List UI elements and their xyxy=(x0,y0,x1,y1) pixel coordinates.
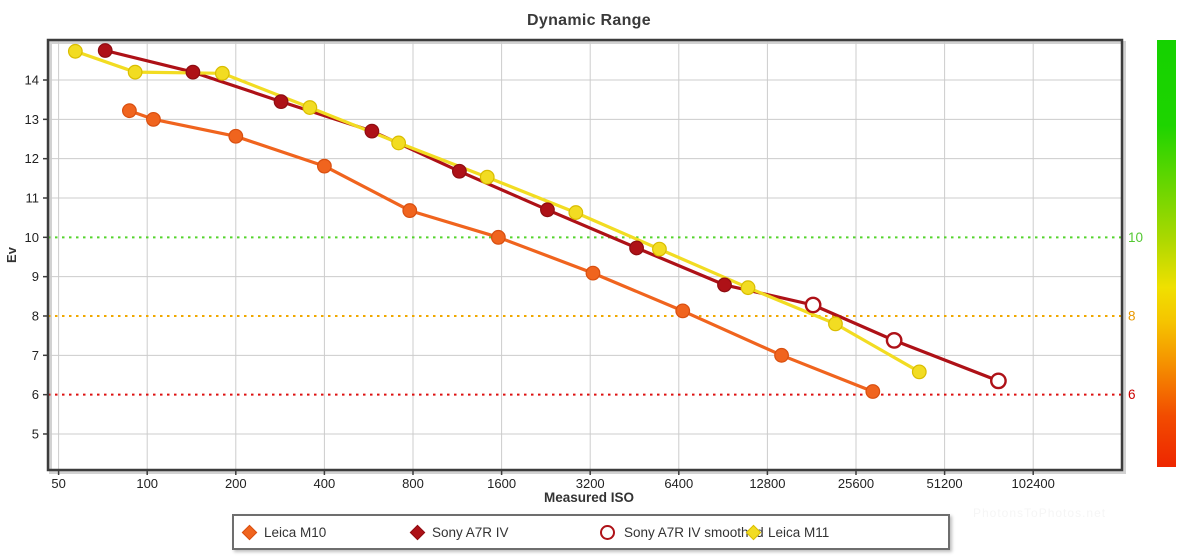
data-point xyxy=(585,265,601,281)
data-point xyxy=(273,94,289,110)
data-point xyxy=(911,364,927,380)
x-tick-label: 1600 xyxy=(487,476,516,491)
data-point xyxy=(364,123,380,139)
y-tick-label: 10 xyxy=(25,230,39,245)
legend-label: Sony A7R IV xyxy=(432,524,509,540)
x-tick-label: 51200 xyxy=(927,476,963,491)
data-point xyxy=(451,163,467,179)
y-tick-label: 7 xyxy=(32,348,39,363)
data-point xyxy=(127,64,143,80)
series-line-3 xyxy=(73,49,921,374)
data-point xyxy=(228,128,244,144)
legend-item-leica-m10[interactable]: Leica M10 xyxy=(241,516,327,548)
y-tick-label: 13 xyxy=(25,112,39,127)
legend-label: Leica M11 xyxy=(768,524,830,540)
x-tick-label: 102400 xyxy=(1012,476,1055,491)
y-tick-label: 8 xyxy=(32,308,39,323)
plot-border-shadow xyxy=(49,41,1126,474)
y-tick-label: 6 xyxy=(32,387,39,402)
data-point xyxy=(774,347,789,363)
x-tick-label: 200 xyxy=(225,476,247,491)
series-line-2 xyxy=(722,283,1000,383)
y-tick-label: 5 xyxy=(32,426,39,441)
legend-item-leica-m11[interactable]: Leica M11 xyxy=(745,516,830,548)
data-point xyxy=(146,111,161,127)
data-point xyxy=(865,384,881,399)
data-point xyxy=(568,205,584,220)
sony-a7r-iv-smoothed-marker-icon xyxy=(600,524,615,540)
data-point xyxy=(97,43,113,58)
data-point xyxy=(121,103,137,119)
y-tick-label: 9 xyxy=(32,269,39,284)
data-point xyxy=(885,331,903,349)
data-point xyxy=(185,64,201,80)
data-point xyxy=(675,303,691,319)
series-line-0 xyxy=(127,109,875,394)
legend-item-sony-a7r-iv-smoothed[interactable]: Sony A7R IV smoothed xyxy=(600,516,764,548)
y-tick-label: 11 xyxy=(26,191,40,206)
legend-label: Leica M10 xyxy=(264,524,327,540)
data-point xyxy=(629,240,644,256)
data-point xyxy=(479,169,495,185)
reference-label-ev8: 8 xyxy=(1128,308,1136,323)
watermark: PhotonsToPhotos.net xyxy=(973,506,1107,520)
data-point xyxy=(740,280,756,296)
legend-label: Sony A7R IV smoothed xyxy=(624,524,764,540)
ev-colorbar xyxy=(1157,40,1176,467)
x-tick-label: 12800 xyxy=(749,476,785,491)
reference-label-ev10: 10 xyxy=(1128,230,1143,245)
reference-label-ev6: 6 xyxy=(1128,387,1136,402)
x-tick-label: 800 xyxy=(402,476,424,491)
data-point xyxy=(540,202,555,218)
data-point xyxy=(490,229,506,245)
leica-m10-marker-icon xyxy=(241,524,258,540)
data-point xyxy=(317,158,332,174)
data-point xyxy=(828,316,843,332)
x-tick-label: 6400 xyxy=(664,476,693,491)
data-point xyxy=(67,43,83,59)
data-point xyxy=(302,100,318,115)
chart-title: Dynamic Range xyxy=(527,12,651,29)
x-tick-label: 25600 xyxy=(838,476,874,491)
sony-a7r-iv-marker-icon xyxy=(409,524,426,540)
data-point xyxy=(990,372,1007,390)
legend: Leica M10 Sony A7R IV Sony A7R IV smooth… xyxy=(232,514,950,550)
legend-item-sony-a7r-iv[interactable]: Sony A7R IV xyxy=(409,516,509,548)
y-tick-label: 12 xyxy=(25,151,39,166)
data-point xyxy=(717,277,732,293)
x-tick-label: 3200 xyxy=(576,476,605,491)
x-axis-label: Measured ISO xyxy=(543,490,635,505)
x-tick-label: 50 xyxy=(51,476,65,491)
y-tick-label: 14 xyxy=(25,73,39,88)
data-point xyxy=(391,135,407,151)
data-point xyxy=(214,65,230,81)
data-point xyxy=(804,296,822,314)
data-point xyxy=(402,203,418,218)
plot-border xyxy=(46,38,1124,472)
leica-m11-marker-icon xyxy=(745,524,762,540)
x-tick-label: 100 xyxy=(136,476,158,491)
data-point xyxy=(652,241,667,257)
x-tick-label: 400 xyxy=(314,476,336,491)
